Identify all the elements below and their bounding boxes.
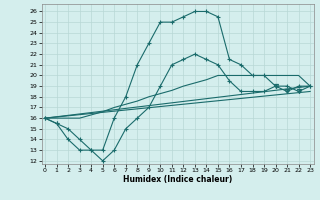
X-axis label: Humidex (Indice chaleur): Humidex (Indice chaleur) bbox=[123, 175, 232, 184]
